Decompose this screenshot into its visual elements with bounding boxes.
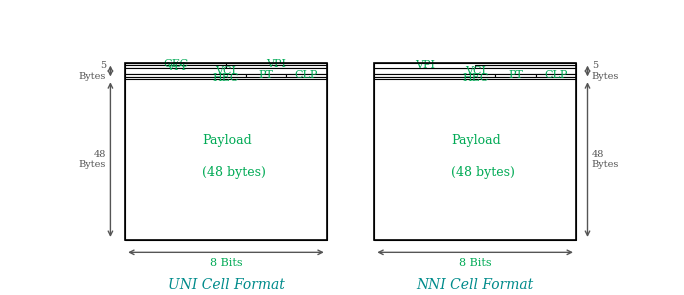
Polygon shape <box>374 63 576 68</box>
Bar <box>374 63 576 240</box>
Text: PT: PT <box>259 70 274 80</box>
Text: (48 bytes): (48 bytes) <box>451 166 515 179</box>
Text: 48
Bytes: 48 Bytes <box>79 150 106 169</box>
Bar <box>374 68 576 74</box>
Text: UNI Cell Format: UNI Cell Format <box>168 278 285 292</box>
Text: VPI: VPI <box>266 59 287 69</box>
Text: 8 Bits: 8 Bits <box>210 258 242 268</box>
Bar <box>287 74 327 77</box>
Text: VPI: VPI <box>166 62 185 72</box>
Bar <box>374 74 495 77</box>
Text: GFC: GFC <box>163 59 188 69</box>
Bar <box>246 74 287 77</box>
Text: 48
Bytes: 48 Bytes <box>592 150 619 169</box>
Text: (48 bytes): (48 bytes) <box>202 166 265 179</box>
Bar <box>125 68 327 74</box>
Bar <box>536 74 576 77</box>
Bar <box>495 74 536 77</box>
Text: VCI: VCI <box>215 66 237 76</box>
Text: CLP: CLP <box>544 70 568 80</box>
Text: HEC: HEC <box>462 73 488 83</box>
Text: CLP: CLP <box>295 70 318 80</box>
Text: VCI: VCI <box>464 66 486 76</box>
Bar <box>226 65 327 68</box>
Text: Payload: Payload <box>202 134 252 147</box>
Bar <box>374 79 576 240</box>
Bar <box>125 79 327 240</box>
Bar <box>125 77 327 79</box>
Text: Payload: Payload <box>451 134 501 147</box>
Bar <box>125 63 226 65</box>
Bar <box>374 77 576 79</box>
Text: 8 Bits: 8 Bits <box>459 258 491 268</box>
Bar <box>226 63 327 65</box>
Text: NNI Cell Format: NNI Cell Format <box>417 278 534 292</box>
Bar <box>125 65 226 68</box>
Bar <box>125 63 327 240</box>
Text: VPI: VPI <box>415 60 435 71</box>
Text: 5
Bytes: 5 Bytes <box>592 61 619 81</box>
Text: HEC: HEC <box>213 73 239 83</box>
Text: 5
Bytes: 5 Bytes <box>79 61 106 81</box>
Bar <box>374 65 576 68</box>
Text: PT: PT <box>508 70 523 80</box>
Bar <box>125 74 246 77</box>
